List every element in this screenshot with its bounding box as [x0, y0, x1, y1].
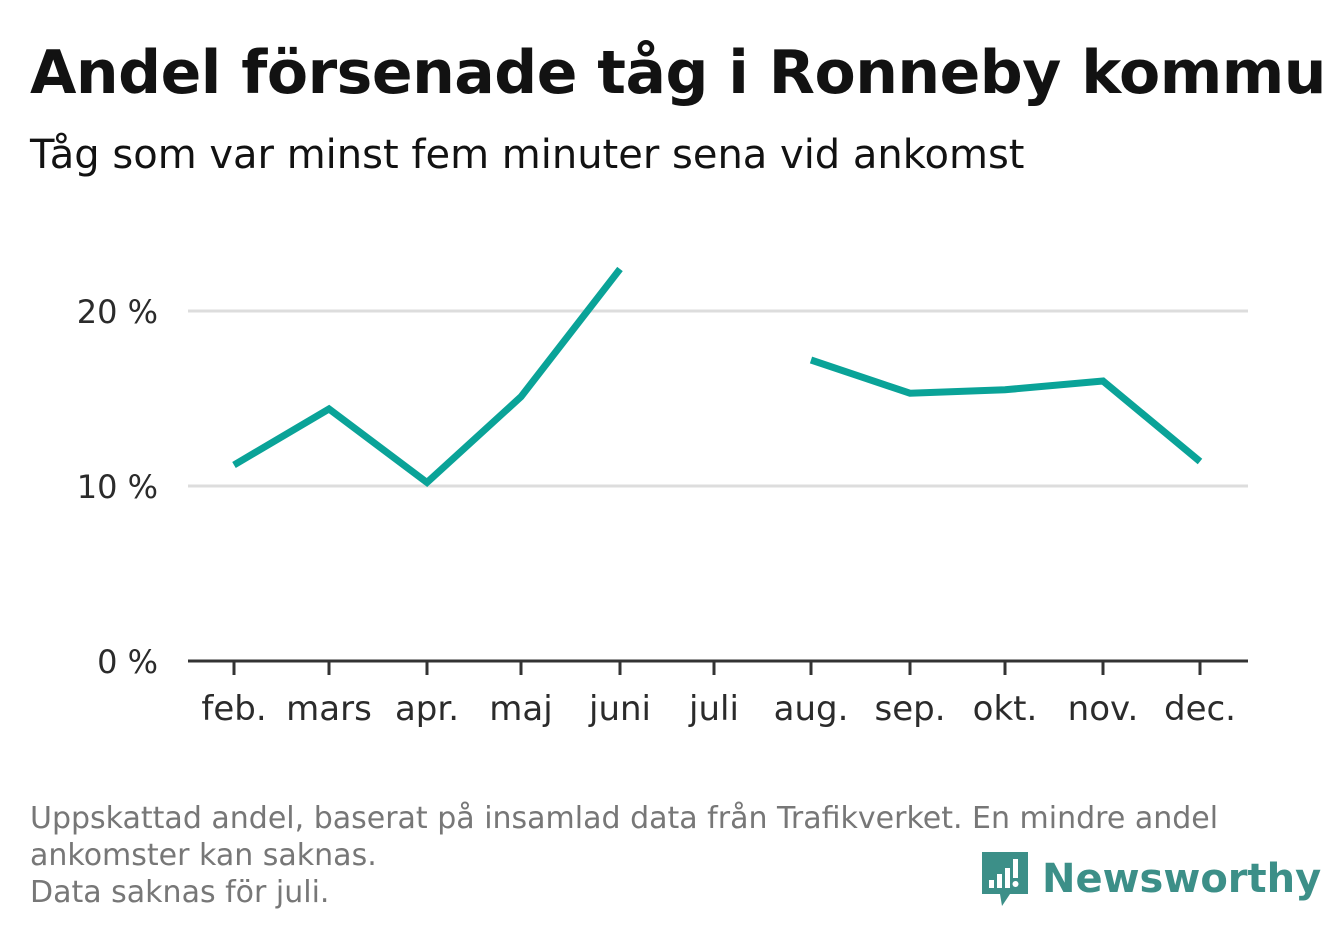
x-tick-label: mars — [286, 689, 372, 729]
footnote-line-1: Uppskattad andel, baserat på insamlad da… — [30, 801, 1219, 836]
y-tick-label: 10 % — [77, 468, 158, 506]
x-tick-label: maj — [489, 689, 552, 729]
newsworthy-brand: Newsworthy — [980, 850, 1321, 908]
x-tick-label: nov. — [1068, 689, 1139, 729]
x-tick-label: aug. — [774, 689, 849, 729]
x-tick-label: apr. — [395, 689, 459, 729]
x-tick-label: sep. — [874, 689, 945, 729]
y-tick-label: 0 % — [97, 643, 158, 681]
footnote: Uppskattad andel, baserat på insamlad da… — [30, 800, 1280, 911]
x-tick-label: dec. — [1164, 689, 1236, 729]
x-tick-label: feb. — [201, 689, 266, 729]
brand-name: Newsworthy — [1042, 856, 1322, 902]
chart-subtitle: Tåg som var minst fem minuter sena vid a… — [30, 132, 1025, 178]
line-chart: 0 % 10 % 20 % feb. mars apr. maj juni juli aug. se… — [77, 266, 1248, 729]
footnote-line-2: ankomster kan saknas. — [30, 838, 377, 873]
newsworthy-logo-icon — [982, 852, 1028, 906]
series-line-segment — [809, 356, 1203, 465]
x-tick-label: juni — [588, 689, 651, 729]
chart-title: Andel försenade tåg i Ronneby kommun — [30, 38, 1322, 108]
footnote-line-3: Data saknas för juli. — [30, 875, 330, 910]
y-tick-label: 20 % — [77, 293, 158, 331]
x-tick-label: okt. — [973, 689, 1038, 729]
x-tick-label: juli — [688, 689, 739, 729]
series-line-segment — [232, 266, 623, 488]
